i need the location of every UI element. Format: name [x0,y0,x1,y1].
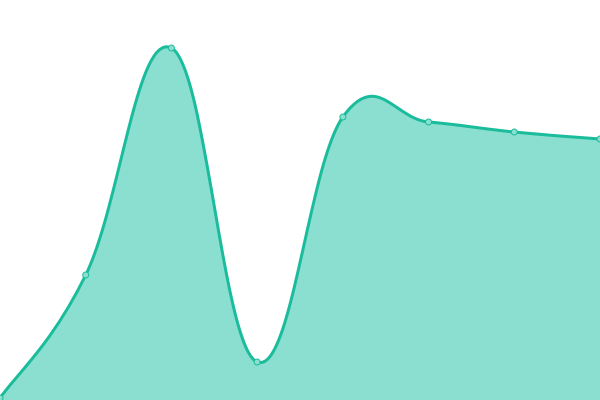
area-fill [0,46,600,400]
data-point [82,271,90,279]
data-point [167,44,175,52]
data-point [253,358,261,366]
data-point [510,128,518,136]
data-point [339,113,347,121]
data-point [596,135,600,143]
data-point [0,394,4,400]
data-point [425,118,433,126]
data-points [0,44,600,400]
